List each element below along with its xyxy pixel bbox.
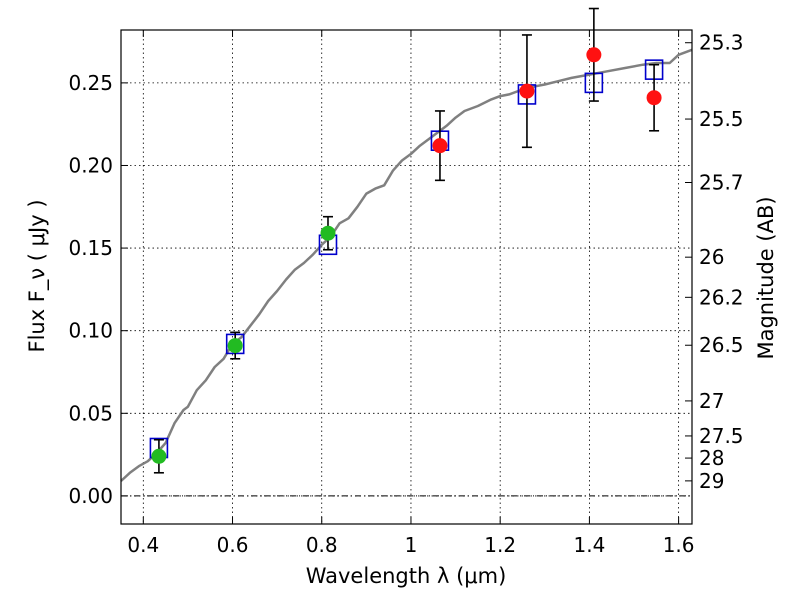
magnitude-tick-label: 25.7 [699,170,744,194]
x-tick-label: 1.6 [663,533,695,557]
data-markers [149,7,664,474]
model-sed-curve [120,48,693,482]
magnitude-tick-label: 25.3 [699,31,744,55]
magnitude-tick-label: 27.5 [699,424,744,448]
y-tick-label: 0.15 [68,236,113,260]
series-1 [149,59,664,459]
y-tick-label: 0.00 [68,484,113,508]
magnitude-tick-label: 29 [699,469,724,493]
observed-flux-point [646,90,662,106]
observed-flux-point [227,338,243,354]
x-tick-label: 1.4 [573,533,605,557]
series-3 [432,7,662,182]
x-tick-label: 0.8 [306,533,338,557]
magnitude-tick-label: 27 [699,389,724,413]
observed-flux-point [586,47,602,63]
y-tick-label: 0.25 [68,71,113,95]
observed-flux-point [320,225,336,241]
x-tick-label: 1 [405,533,418,557]
grid-lines [121,30,692,524]
y-tick-label: 0.10 [68,319,113,343]
right-axis-title: Magnitude (AB) [754,196,778,359]
observed-flux-point [432,138,448,154]
tick-labels: 0.4 0.6 0.8 1 1.2 1.4 1.6 0.00 0.05 0.10 0.15 0.20 0… [68,31,743,557]
x-tick-label: 0.4 [127,533,159,557]
series-2 [151,215,336,474]
magnitude-tick-label: 28 [699,446,724,470]
magnitude-tick-label: 25.5 [699,107,744,131]
observed-flux-point [151,448,167,464]
x-axis-title: Wavelength λ (μm) [306,564,507,588]
plot-frame [120,29,693,525]
observed-flux-point [519,83,535,99]
magnitude-tick-label: 26.2 [699,285,744,309]
axis-ticks [121,30,692,524]
magnitude-tick-label: 26 [699,245,724,269]
x-tick-label: 0.6 [217,533,249,557]
magnitude-tick-label: 26.5 [699,333,744,357]
y-tick-label: 0.05 [68,401,113,425]
y-tick-label: 0.20 [68,153,113,177]
y-axis-title: Flux F_ν ( μJy ) [25,199,50,352]
x-tick-label: 1.2 [484,533,516,557]
